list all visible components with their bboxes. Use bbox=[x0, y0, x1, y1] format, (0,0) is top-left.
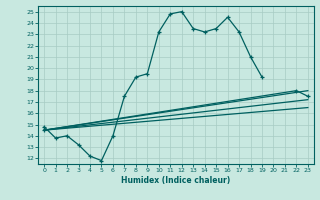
X-axis label: Humidex (Indice chaleur): Humidex (Indice chaleur) bbox=[121, 176, 231, 185]
